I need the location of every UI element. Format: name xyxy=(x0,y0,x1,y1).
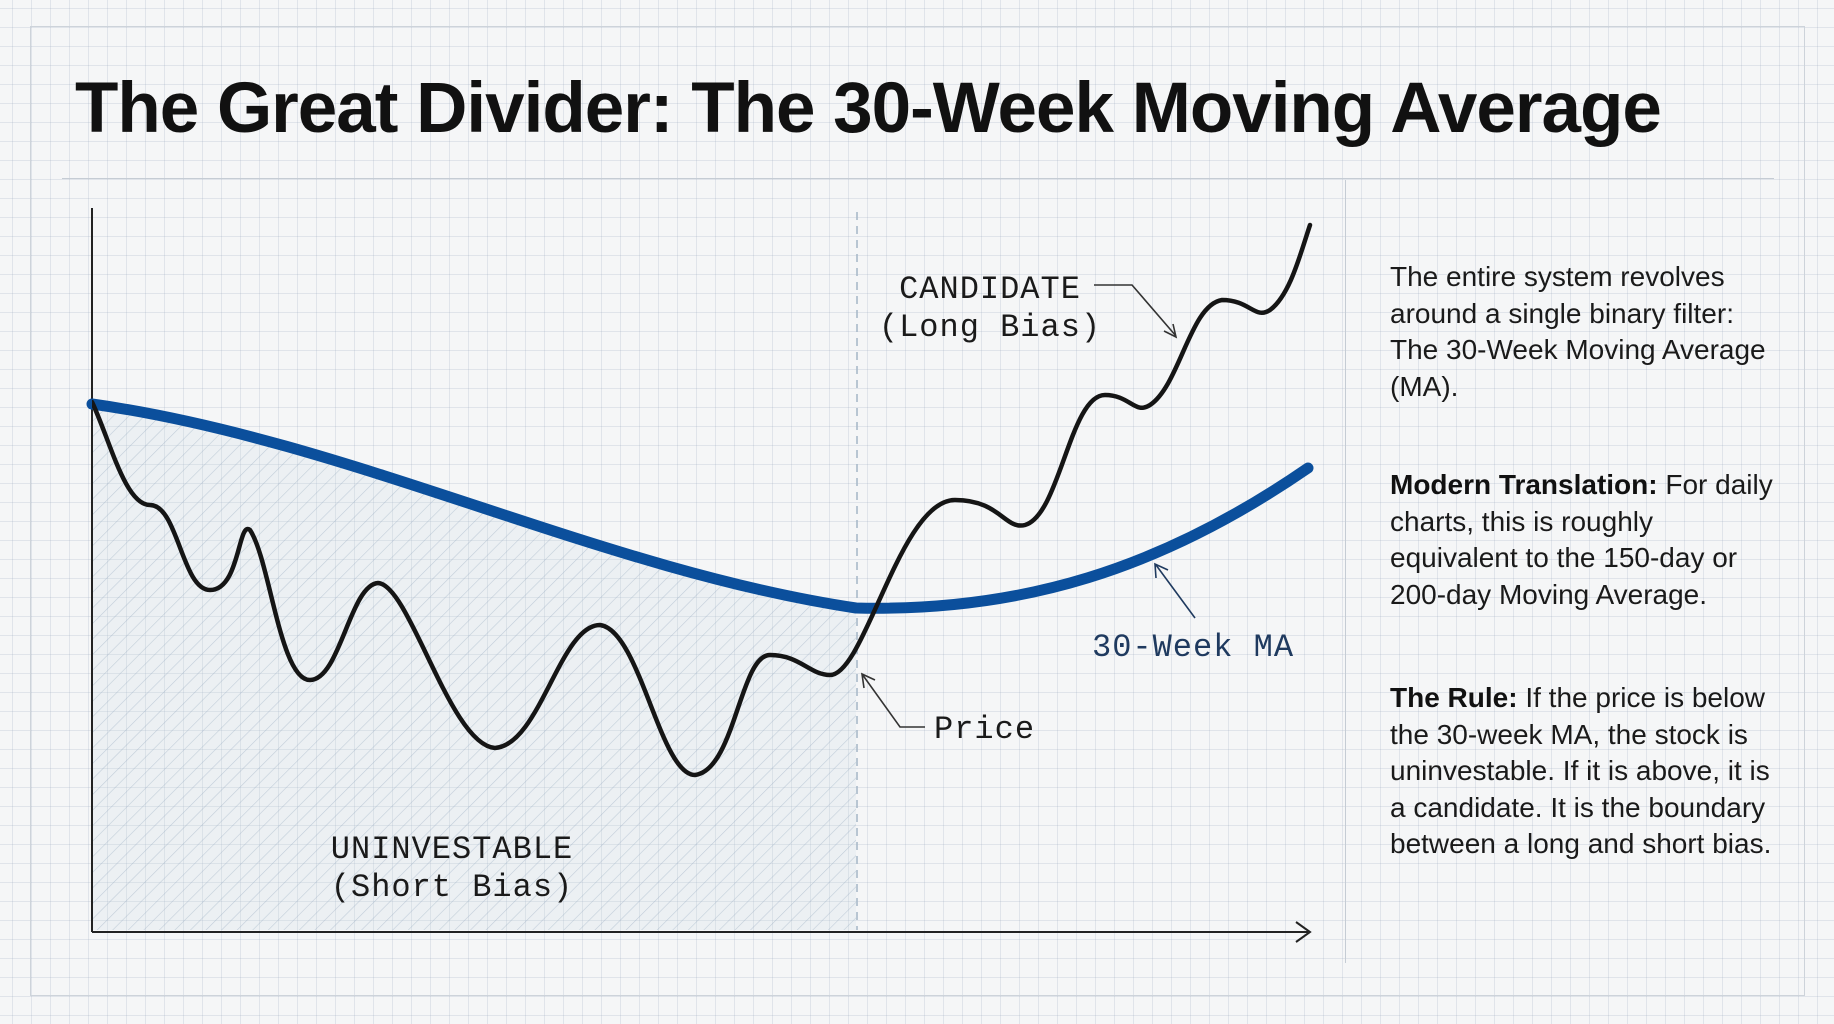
uninvestable-zone-tint xyxy=(92,404,856,930)
uninvestable-label-line1: UNINVESTABLE xyxy=(331,831,573,868)
column-divider xyxy=(1345,180,1346,963)
candidate-label-line2: (Long Bias) xyxy=(879,309,1101,346)
price-callout-arrow-icon xyxy=(861,672,925,728)
modern-translation-body: For daily charts, this is roughly equiva… xyxy=(1390,469,1773,610)
modern-translation-paragraph: Modern Translation: For daily charts, th… xyxy=(1390,467,1780,613)
frame-border xyxy=(30,26,1805,996)
rule-heading: The Rule: xyxy=(1390,682,1518,713)
ma-callout-arrow-icon xyxy=(1154,562,1196,619)
page-title: The Great Divider: The 30-Week Moving Av… xyxy=(75,69,1662,148)
modern-translation-heading: Modern Translation: xyxy=(1390,469,1658,500)
title-divider xyxy=(62,178,1774,179)
uninvestable-zone xyxy=(92,404,856,930)
price-line xyxy=(92,222,1313,778)
price-label: Price xyxy=(934,711,1035,748)
rule-paragraph: The Rule: If the price is below the 30-w… xyxy=(1390,680,1780,863)
ma-label: 30-Week MA xyxy=(1092,629,1294,666)
intro-text: The entire system revolves around a sing… xyxy=(1390,261,1766,402)
moving-average-line xyxy=(86,398,1314,614)
x-axis-arrow-icon xyxy=(1295,921,1312,943)
rule-body: If the price is below the 30-week MA, th… xyxy=(1390,682,1772,859)
intro-paragraph: The entire system revolves around a sing… xyxy=(1390,259,1780,405)
candidate-callout-arrow-icon xyxy=(1094,284,1178,339)
uninvestable-label-line2: (Short Bias) xyxy=(331,869,573,906)
candidate-label-line1: CANDIDATE xyxy=(899,271,1081,308)
